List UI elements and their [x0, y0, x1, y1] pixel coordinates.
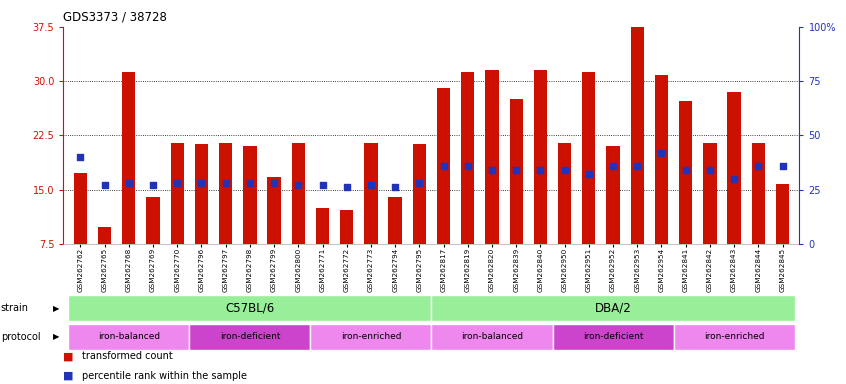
Bar — [388, 197, 402, 244]
Bar — [190, 324, 310, 350]
Bar — [679, 101, 692, 244]
Text: ▶: ▶ — [52, 304, 59, 313]
Text: ■: ■ — [63, 351, 74, 361]
Point — [292, 182, 305, 188]
Point — [340, 184, 354, 190]
Bar — [69, 295, 431, 321]
Bar — [437, 88, 450, 244]
Text: iron-enriched: iron-enriched — [704, 333, 764, 341]
Bar — [365, 142, 377, 244]
Point — [728, 176, 741, 182]
Point — [486, 167, 499, 173]
Point — [703, 167, 717, 173]
Point — [74, 154, 87, 160]
Text: strain: strain — [1, 303, 29, 313]
Bar — [122, 73, 135, 244]
Bar — [267, 177, 281, 244]
Bar — [728, 92, 741, 244]
Text: protocol: protocol — [1, 332, 41, 342]
Bar — [69, 324, 190, 350]
Bar — [552, 324, 673, 350]
Bar — [703, 142, 717, 244]
Bar — [461, 73, 475, 244]
Text: iron-balanced: iron-balanced — [98, 333, 160, 341]
Bar — [195, 144, 208, 244]
Text: iron-deficient: iron-deficient — [220, 333, 280, 341]
Point — [655, 150, 668, 156]
Point — [267, 180, 281, 186]
Text: iron-deficient: iron-deficient — [583, 333, 643, 341]
Bar — [431, 324, 552, 350]
Point — [461, 163, 475, 169]
Point — [195, 180, 208, 186]
Point — [171, 180, 184, 186]
Bar — [171, 142, 184, 244]
Point — [413, 180, 426, 186]
Text: ■: ■ — [63, 371, 74, 381]
Text: iron-enriched: iron-enriched — [341, 333, 401, 341]
Text: DBA/2: DBA/2 — [595, 302, 631, 314]
Text: percentile rank within the sample: percentile rank within the sample — [82, 371, 247, 381]
Point — [509, 167, 523, 173]
Bar — [655, 75, 668, 244]
Point — [364, 182, 377, 188]
Bar — [310, 324, 431, 350]
Bar — [243, 146, 256, 244]
Text: C57BL/6: C57BL/6 — [225, 302, 274, 314]
Point — [751, 163, 765, 169]
Point — [776, 163, 789, 169]
Point — [582, 171, 596, 177]
Bar — [413, 144, 426, 244]
Bar — [509, 99, 523, 244]
Bar — [431, 295, 794, 321]
Bar — [776, 184, 789, 244]
Bar — [582, 72, 596, 244]
Point — [98, 182, 112, 188]
Point — [122, 180, 135, 186]
Bar — [74, 173, 87, 244]
Bar — [486, 70, 498, 244]
Point — [607, 163, 620, 169]
Text: iron-balanced: iron-balanced — [461, 333, 523, 341]
Bar — [219, 142, 233, 244]
Bar — [558, 142, 571, 244]
Bar — [673, 324, 794, 350]
Text: GDS3373 / 38728: GDS3373 / 38728 — [63, 10, 168, 23]
Point — [388, 184, 402, 190]
Point — [243, 180, 256, 186]
Bar — [751, 142, 765, 244]
Point — [678, 167, 692, 173]
Point — [558, 167, 571, 173]
Bar — [316, 208, 329, 244]
Point — [437, 163, 450, 169]
Text: ▶: ▶ — [52, 333, 59, 341]
Bar — [534, 70, 547, 244]
Point — [316, 182, 329, 188]
Point — [630, 163, 644, 169]
Bar — [98, 227, 112, 244]
Point — [146, 182, 160, 188]
Bar — [146, 197, 160, 244]
Point — [534, 167, 547, 173]
Point — [219, 180, 233, 186]
Text: transformed count: transformed count — [82, 351, 173, 361]
Bar — [630, 27, 644, 244]
Bar — [292, 142, 305, 244]
Bar — [607, 146, 620, 244]
Bar — [340, 210, 354, 244]
